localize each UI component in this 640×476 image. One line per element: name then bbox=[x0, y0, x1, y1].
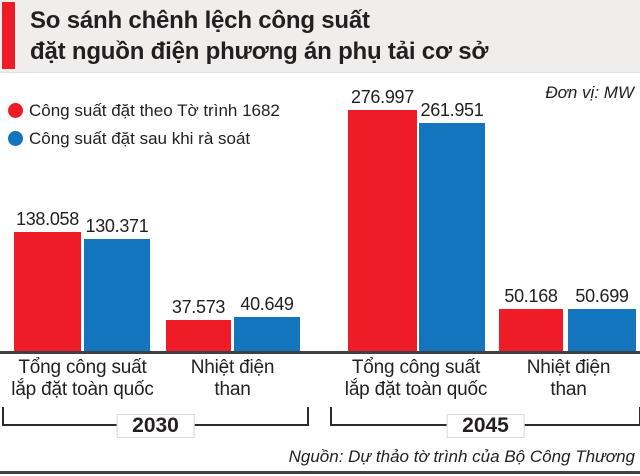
bar-value-label: 50.168 bbox=[504, 286, 558, 306]
bar-value-label: 37.573 bbox=[171, 297, 226, 317]
legend-item-after-review: Công suất đặt sau khi rà soát bbox=[8, 124, 280, 152]
bar-2045-total-plan1682: 276.997 bbox=[348, 87, 417, 353]
year-label-2030: 2030 bbox=[116, 414, 195, 438]
bar-value-label: 40.649 bbox=[240, 294, 294, 314]
baseline-axis bbox=[0, 351, 640, 354]
category-label-2045-total: Tổng công suất lắp đặt toàn quốc bbox=[344, 357, 488, 400]
bar-2045-coal-review: 50.699 bbox=[568, 286, 636, 353]
legend-item-plan-1682: Công suất đặt theo Tờ trình 1682 bbox=[8, 96, 280, 124]
bar-value-label: 130.371 bbox=[85, 216, 149, 236]
category-label-2030-coal: Nhiệt điện than bbox=[190, 357, 275, 400]
year-label-2045: 2045 bbox=[446, 414, 525, 438]
bar-2030-total-plan1682: 138.058 bbox=[14, 209, 81, 353]
title-band: So sánh chênh lệch công suất đặt nguồn đ… bbox=[0, 0, 640, 73]
bar-2030-total-review: 130.371 bbox=[84, 216, 150, 353]
bar-2045-coal-plan1682: 50.168 bbox=[499, 286, 563, 353]
legend: Công suất đặt theo Tờ trình 1682 Công su… bbox=[8, 96, 280, 152]
bar-2045-total-review: 261.951 bbox=[419, 100, 485, 353]
category-label-2030-total: Tổng công suất lắp đặt toàn quốc bbox=[11, 357, 154, 400]
bar-value-label: 276.997 bbox=[351, 87, 414, 107]
legend-label-after-review: Công suất đặt sau khi rà soát bbox=[29, 128, 251, 148]
year-bracket-2030: 2030 bbox=[2, 407, 309, 438]
bar-value-label: 50.699 bbox=[575, 286, 629, 306]
legend-red-dot-icon bbox=[8, 102, 23, 118]
bottom-rule bbox=[0, 471, 640, 474]
unit-label: Đơn vị: MW bbox=[545, 83, 634, 102]
year-bracket-2045: 2045 bbox=[330, 407, 640, 438]
bar-2030-coal-plan1682: 37.573 bbox=[166, 297, 231, 353]
bar-value-label: 261.951 bbox=[420, 100, 484, 120]
bar-2030-coal-review: 40.649 bbox=[234, 294, 300, 353]
bar-value-label: 138.058 bbox=[16, 209, 79, 229]
legend-blue-dot-icon bbox=[8, 130, 23, 146]
source-note: Nguồn: Dự thảo tờ trình của Bộ Công Thươ… bbox=[288, 447, 635, 466]
category-label-2045-coal: Nhiệt điện than bbox=[526, 357, 611, 400]
legend-label-plan-1682: Công suất đặt theo Tờ trình 1682 bbox=[29, 100, 280, 120]
title-accent-bar bbox=[2, 2, 15, 69]
page-title: So sánh chênh lệch công suất đặt nguồn đ… bbox=[30, 7, 489, 65]
